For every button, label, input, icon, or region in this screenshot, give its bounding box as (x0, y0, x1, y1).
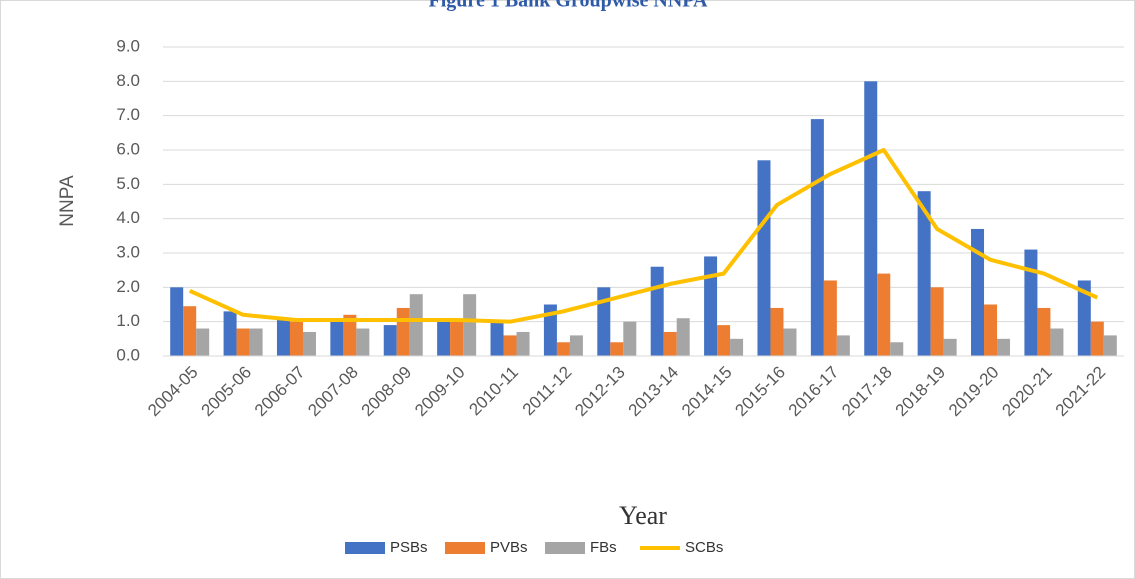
bar (183, 306, 197, 356)
legend-label: PSBs (390, 539, 428, 556)
bar (196, 328, 210, 356)
bar (650, 266, 664, 356)
bar (170, 287, 184, 356)
bar (783, 328, 797, 356)
bar (356, 328, 370, 356)
bar (569, 335, 583, 356)
y-tick-label: 1.0 (116, 311, 140, 330)
y-tick-label: 3.0 (116, 242, 140, 261)
bar (409, 294, 423, 356)
bar (249, 328, 263, 356)
bar (877, 273, 891, 356)
bar (704, 256, 718, 356)
bar (1024, 249, 1038, 356)
bar (864, 81, 878, 356)
y-tick-label: 6.0 (116, 139, 140, 158)
bar (610, 342, 624, 356)
bar (717, 325, 731, 356)
y-axis-title: NNPA (57, 175, 78, 227)
bar (997, 338, 1011, 356)
bar (1077, 280, 1091, 356)
bar (236, 328, 250, 356)
legend-swatch (445, 542, 485, 554)
bar (890, 342, 904, 356)
bar (490, 321, 504, 356)
bar (730, 338, 744, 356)
legend-label: PVBs (490, 539, 528, 556)
bar (623, 321, 637, 356)
legend-label: SCBs (685, 539, 723, 556)
bar (1103, 335, 1117, 356)
bar (556, 342, 570, 356)
bar (823, 280, 837, 356)
bar (836, 335, 850, 356)
bar (971, 228, 985, 356)
bar (984, 304, 998, 356)
y-tick-label: 2.0 (116, 277, 140, 296)
bar (930, 287, 944, 356)
bar (503, 335, 517, 356)
bar (463, 294, 477, 356)
line (188, 148, 1099, 324)
y-tick-label: 7.0 (116, 105, 140, 124)
y-tick-label: 8.0 (116, 71, 140, 90)
bar (330, 321, 344, 356)
bar (770, 307, 784, 356)
bar (1037, 307, 1051, 356)
bar (302, 331, 316, 356)
bar (396, 307, 410, 356)
x-axis-title: Year (619, 501, 667, 530)
bar (289, 321, 303, 356)
bar (516, 331, 530, 356)
legend-label: FBs (590, 539, 617, 556)
bar (383, 325, 397, 356)
bar (1090, 321, 1104, 356)
bar (757, 160, 771, 356)
bar (343, 314, 357, 356)
legend-swatch (345, 542, 385, 554)
bar (450, 321, 464, 356)
bar (543, 304, 557, 356)
bar (597, 287, 611, 356)
y-tick-label: 5.0 (116, 174, 140, 193)
chart-title: Figure 1 Bank Groupwise NNPA (429, 0, 708, 12)
bar (676, 318, 690, 356)
bar (1050, 328, 1064, 356)
bar (437, 318, 451, 356)
bar (663, 331, 677, 356)
legend-swatch (545, 542, 585, 554)
bar (810, 119, 824, 356)
y-tick-label: 0.0 (116, 345, 140, 364)
y-tick-label: 9.0 (116, 36, 140, 55)
bar (917, 191, 931, 356)
y-tick-label: 4.0 (116, 208, 140, 227)
bar (276, 318, 290, 356)
bar (943, 338, 957, 356)
bar (223, 311, 237, 356)
